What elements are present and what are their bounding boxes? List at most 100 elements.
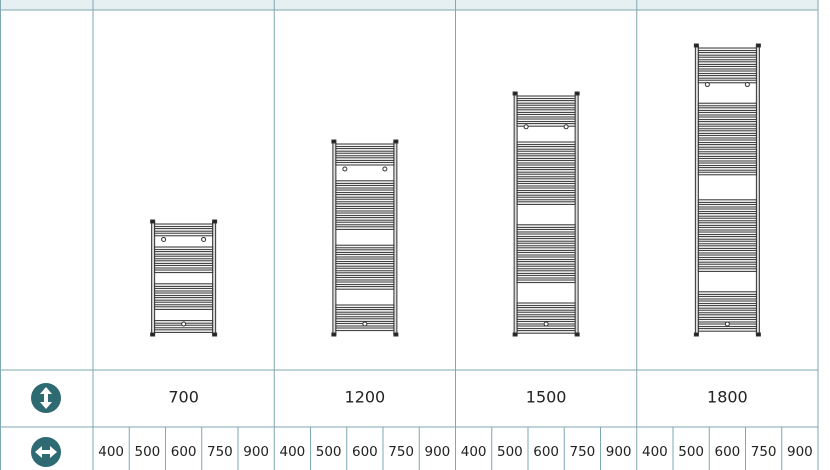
radiator-bar	[697, 203, 757, 208]
radiator-bar	[154, 251, 214, 255]
radiator-bar	[697, 111, 757, 116]
width-value: 900	[606, 444, 632, 460]
radiator-bar	[516, 311, 576, 316]
radiator-bar	[697, 121, 757, 125]
radiator-cap	[393, 332, 399, 337]
radiator-bar	[516, 150, 576, 155]
radiator-cap	[693, 332, 699, 337]
height-value: 700	[168, 388, 199, 407]
radiator-bar	[697, 231, 757, 236]
radiator-bar	[697, 222, 757, 226]
radiator-bar	[516, 178, 576, 182]
radiator-bar	[516, 251, 576, 256]
radiator-cap	[331, 139, 337, 144]
radiator-bar	[335, 198, 395, 203]
radiator-bar	[516, 100, 576, 104]
radiator-bar	[516, 155, 576, 159]
radiator-bar	[516, 173, 576, 178]
radiator-bar	[516, 270, 576, 274]
radiator-bar	[516, 113, 576, 118]
radiator-bar	[516, 187, 576, 192]
radiator-bar	[516, 196, 576, 201]
radiator-bar	[335, 161, 395, 166]
radiator-bar	[697, 61, 757, 65]
radiator-bar	[516, 224, 576, 228]
radiator-bar	[516, 118, 576, 123]
radiator-bar	[697, 47, 757, 52]
radiator-bar	[516, 238, 576, 242]
radiator-bar	[154, 329, 214, 333]
radiator-bar	[697, 213, 757, 217]
radiator-bar	[154, 269, 214, 274]
radiator-tube	[513, 93, 518, 335]
width-value: 500	[497, 444, 523, 460]
width-value: 900	[787, 444, 813, 460]
radiator-bar	[335, 217, 395, 221]
radiator-bar	[697, 65, 757, 70]
radiator-bar	[154, 306, 214, 310]
radiator-bar	[697, 130, 757, 134]
radiator-bar	[697, 144, 757, 148]
radiator-bar	[335, 189, 395, 194]
radiator-cap	[512, 332, 518, 337]
radiator-bar	[697, 328, 757, 332]
width-icon	[31, 437, 61, 467]
radiator-bar	[335, 194, 395, 198]
radiator-bar	[516, 141, 576, 146]
radiator-bar	[335, 184, 395, 189]
radiator-bar	[335, 263, 395, 267]
radiator-bar	[154, 301, 214, 306]
radiator-bar	[697, 236, 757, 240]
radiator-cap	[574, 91, 580, 96]
radiator-bar	[697, 171, 757, 176]
radiator-bar	[697, 309, 757, 314]
radiator-bar	[697, 245, 757, 249]
radiator-bar	[697, 226, 757, 231]
width-value: 900	[424, 444, 450, 460]
width-value: 400	[642, 444, 668, 460]
radiator-cap	[693, 43, 699, 48]
radiator-bar	[516, 261, 576, 265]
width-value: 600	[714, 444, 740, 460]
radiator-bar	[697, 70, 757, 75]
radiator-cap	[331, 332, 337, 337]
radiator-bar	[516, 182, 576, 187]
radiator-cap	[755, 43, 761, 48]
radiator-bar	[335, 253, 395, 258]
radiator-bar	[697, 139, 757, 144]
radiator-valve	[744, 82, 750, 88]
radiator-bar	[335, 267, 395, 272]
radiator-bar	[335, 276, 395, 281]
radiator-cap	[755, 332, 761, 337]
radiator-bar	[154, 246, 214, 251]
radiator-bar	[697, 254, 757, 259]
radiator-bar	[335, 212, 395, 217]
radiator-valve	[563, 124, 569, 130]
radiator-cap	[150, 219, 156, 224]
radiator-bar	[154, 228, 214, 232]
radiator-bar	[154, 223, 214, 228]
radiator-bar	[516, 192, 576, 196]
radiator-bar	[516, 307, 576, 311]
width-value: 600	[352, 444, 378, 460]
radiator-bar	[516, 146, 576, 150]
height-value: 1800	[707, 388, 748, 407]
radiator-bar	[154, 283, 214, 287]
table-text: 700 400 500 600 750 900 1200 400 500 600 750 900 150…	[98, 388, 813, 461]
radiator-bar	[697, 162, 757, 167]
radiator-bar	[516, 201, 576, 205]
radiator-bar	[335, 286, 395, 290]
radiator-bar	[335, 148, 395, 152]
width-value: 750	[388, 444, 414, 460]
radiator-bar	[697, 300, 757, 305]
height-value: 1500	[526, 388, 567, 407]
radiator-bar	[697, 208, 757, 213]
radiator-bar	[154, 287, 214, 292]
radiator-bar	[335, 203, 395, 207]
radiator-valve	[543, 321, 549, 327]
radiator-bar	[516, 109, 576, 113]
radiator-bar	[697, 102, 757, 107]
